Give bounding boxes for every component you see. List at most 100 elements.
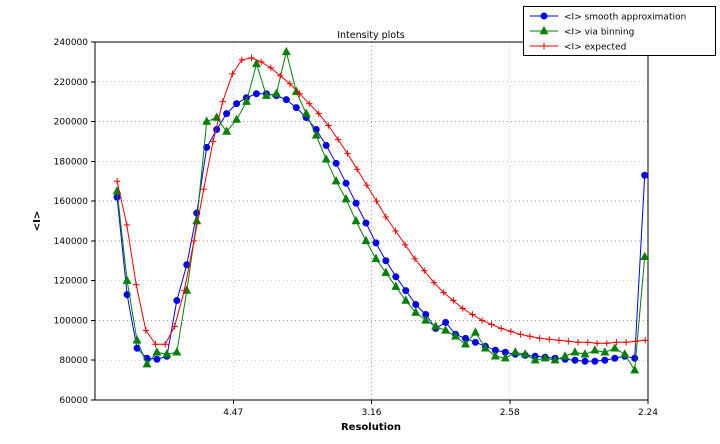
triangle-marker [301,108,311,117]
triangle-marker [281,46,291,56]
circle-marker [571,356,579,364]
circle-marker [332,159,340,167]
circle-marker [153,355,161,363]
triangle-marker [539,25,549,35]
axis-ticks: 60000 80000 100000 120000 140000 160000 180000… [54,38,659,418]
circle-marker [442,318,450,326]
triangle-marker [451,331,460,340]
data-series [112,46,650,374]
y-tick-label: 160000 [54,197,89,207]
circle-marker [123,291,131,299]
chart-title: Intensity plots [337,30,405,41]
triangle-marker [520,349,530,358]
triangle-marker [640,251,650,260]
triangle-marker [331,176,341,185]
circle-marker [601,356,609,364]
legend: <I> smooth approximation <I> via binning <… [523,6,716,56]
legend-label: <I> expected [564,43,626,53]
series-expected [113,54,649,348]
y-tick-label: 100000 [54,316,89,326]
y-tick-label: 200000 [54,118,89,128]
circle-marker [252,90,260,98]
circle-marker [641,171,649,179]
series-smooth-approximation [113,90,649,365]
triangle-marker [371,253,381,262]
legend-label: <I> via binning [564,28,634,38]
x-tick-label: 4.47 [223,408,243,418]
circle-marker [282,96,290,104]
triangle-marker [132,335,142,344]
circle-marker [471,338,479,346]
triangle-marker [471,327,480,336]
triangle-marker [560,351,570,360]
circle-marker [631,354,639,362]
legend-item-via-binning: <I> via binning [530,25,634,38]
triangle-marker [490,351,500,360]
triangle-marker [202,116,212,125]
circle-marker [362,219,370,227]
triangle-marker [341,194,351,203]
circle-marker [412,301,420,309]
triangle-marker [620,349,630,358]
x-tick-label: 2.24 [638,408,658,418]
y-tick-label: 220000 [54,78,89,88]
triangle-marker [421,315,431,324]
triangle-marker [142,359,152,368]
triangle-marker [222,126,232,135]
y-tick-label: 120000 [54,277,89,287]
circle-marker [581,357,589,365]
triangle-marker [122,275,132,284]
circle-marker [382,257,390,265]
y-tick-label: 140000 [54,237,89,247]
triangle-marker [630,365,640,374]
circle-marker [372,239,380,247]
triangle-marker [550,355,560,364]
triangle-marker [431,321,441,330]
triangle-marker [172,347,182,356]
triangle-marker [252,58,261,68]
x-tick-label: 3.16 [361,408,381,418]
circle-marker [322,141,330,149]
triangle-marker [461,339,470,348]
x-tick-label: 2.58 [500,408,520,418]
circle-marker [611,354,619,362]
circle-marker [402,287,410,295]
circle-marker [173,297,181,305]
y-tick-label: 60000 [59,396,88,406]
triangle-marker [540,353,550,362]
x-axis-label: Resolution [341,422,401,433]
triangle-marker [361,235,371,245]
series-via-binning [112,46,650,374]
triangle-marker [162,349,172,358]
circle-marker [540,12,548,20]
circle-marker [392,273,400,281]
triangle-marker [261,90,271,99]
triangle-marker [530,355,540,364]
triangle-marker [510,347,520,356]
circle-marker [223,110,231,118]
legend-item-smooth-approximation: <I> smooth approximation [530,12,686,23]
series-line-expected [116,57,646,345]
triangle-marker [401,295,411,304]
y-tick-label: 240000 [54,38,89,48]
triangle-marker [381,267,391,276]
circle-marker [292,104,300,112]
y-tick-label: 80000 [59,356,88,366]
circle-marker [591,357,599,365]
triangle-marker [192,215,202,225]
circle-marker [233,100,241,108]
triangle-marker [441,325,451,334]
triangle-marker [590,345,600,354]
legend-label: <I> smooth approximation [564,13,686,23]
triangle-marker [610,343,620,352]
circle-marker [342,179,350,187]
triangle-marker [152,347,162,356]
y-axis-label: <I> [32,211,43,231]
triangle-marker [411,307,421,316]
triangle-marker [500,353,510,362]
triangle-marker [480,343,490,352]
triangle-marker [182,285,192,294]
triangle-marker [391,281,401,290]
